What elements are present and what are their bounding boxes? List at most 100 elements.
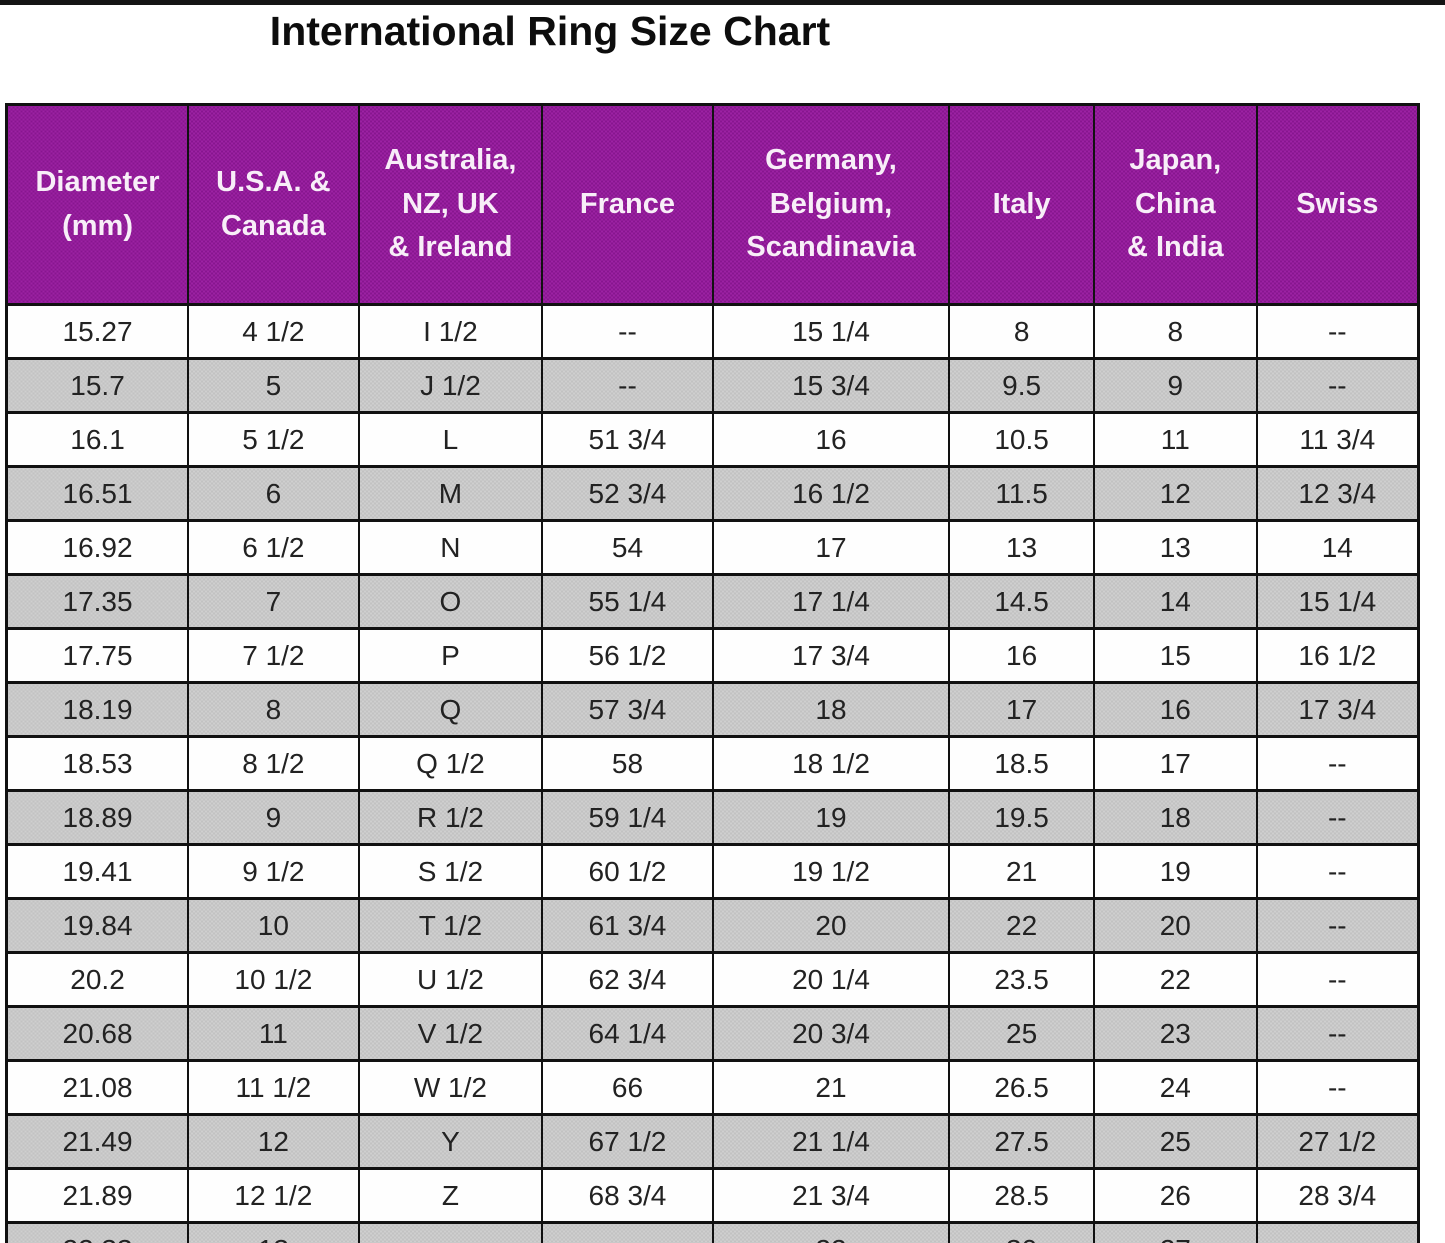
table-cell: 27 bbox=[1092, 1221, 1258, 1243]
table-cell: 6 bbox=[187, 465, 360, 522]
table-cell: R 1/2 bbox=[357, 789, 544, 846]
table-cell: 17.75 bbox=[5, 627, 190, 684]
table-row: 16.51 6 M 52 3/4 16 1/2 11.5 12 12 3/4 bbox=[5, 465, 1420, 522]
table-cell: 16 bbox=[711, 411, 951, 468]
column-header-japan-china-india: Japan, China & India bbox=[1092, 103, 1258, 306]
table-cell: -- bbox=[357, 1221, 544, 1243]
table-cell: 14 bbox=[1255, 519, 1420, 576]
table-cell: -- bbox=[1255, 789, 1420, 846]
table-cell: I 1/2 bbox=[357, 303, 544, 360]
table-header-row: Diameter (mm) U.S.A. & Canada Australia,… bbox=[5, 103, 1420, 306]
table-cell: 13 bbox=[1092, 519, 1258, 576]
table-cell: 28 3/4 bbox=[1255, 1167, 1420, 1224]
table-row: 18.89 9 R 1/2 59 1/4 19 19.5 18 -- bbox=[5, 789, 1420, 846]
table-cell: Z bbox=[357, 1167, 544, 1224]
table-cell: -- bbox=[541, 357, 714, 414]
table-cell: 12 3/4 bbox=[1255, 465, 1420, 522]
table-cell: 21.89 bbox=[5, 1167, 190, 1224]
table-cell: 5 1/2 bbox=[187, 411, 360, 468]
table-cell: 12 1/2 bbox=[187, 1167, 360, 1224]
table-cell: 18.89 bbox=[5, 789, 190, 846]
table-cell: 17 bbox=[711, 519, 951, 576]
table-cell: 30 bbox=[948, 1221, 1095, 1243]
table-cell: U 1/2 bbox=[357, 951, 544, 1008]
column-header-france: France bbox=[541, 103, 714, 306]
table-row: 15.27 4 1/2 I 1/2 -- 15 1/4 8 8 -- bbox=[5, 303, 1420, 360]
column-header-italy: Italy bbox=[948, 103, 1095, 306]
table-cell: 18.53 bbox=[5, 735, 190, 792]
table-cell: 9.5 bbox=[948, 357, 1095, 414]
table-row: 22.3313----223027-- bbox=[5, 1221, 1420, 1243]
table-cell: 8 1/2 bbox=[187, 735, 360, 792]
table-cell: 16 1/2 bbox=[1255, 627, 1420, 684]
table-cell: Q 1/2 bbox=[357, 735, 544, 792]
table-cell: 24 bbox=[1092, 1059, 1258, 1116]
table-cell: 19 1/2 bbox=[711, 843, 951, 900]
table-cell: P bbox=[357, 627, 544, 684]
table-cell: 9 1/2 bbox=[187, 843, 360, 900]
table-cell: Q bbox=[357, 681, 544, 738]
table-cell: L bbox=[357, 411, 544, 468]
table-cell: -- bbox=[1255, 1221, 1420, 1243]
table-cell: 16.1 bbox=[5, 411, 190, 468]
table-cell: 21.49 bbox=[5, 1113, 190, 1170]
table-cell: 8 bbox=[1092, 303, 1258, 360]
table-row: 19.84 10 T 1/2 61 3/4 20 22 20 -- bbox=[5, 897, 1420, 954]
table-cell: -- bbox=[1255, 357, 1420, 414]
table-cell: 11 bbox=[187, 1005, 360, 1062]
table-cell: 9 bbox=[1092, 357, 1258, 414]
table-header: Diameter (mm) U.S.A. & Canada Australia,… bbox=[5, 103, 1420, 306]
table-cell: 26 bbox=[1092, 1167, 1258, 1224]
table-cell: 10 bbox=[187, 897, 360, 954]
table-row: 16.92 6 1/2 N 54 17 13 13 14 bbox=[5, 519, 1420, 576]
table-cell: 22 bbox=[1092, 951, 1258, 1008]
table-cell: 14 bbox=[1092, 573, 1258, 630]
table-cell: 11.5 bbox=[948, 465, 1095, 522]
table-cell: 64 1/4 bbox=[541, 1005, 714, 1062]
table-cell: 26.5 bbox=[948, 1059, 1095, 1116]
table-body: 15.27 4 1/2 I 1/2 -- 15 1/4 8 8 -- 15.7 5 J 1/2 -- 1… bbox=[5, 303, 1420, 1243]
table-cell: 6 1/2 bbox=[187, 519, 360, 576]
table-cell: V 1/2 bbox=[357, 1005, 544, 1062]
table-row: 20.68 11 V 1/2 64 1/4 20 3/4 25 23 -- bbox=[5, 1005, 1420, 1062]
column-header-australia-nz-uk-ireland: Australia, NZ, UK & Ireland bbox=[357, 103, 544, 306]
table-cell: 20.68 bbox=[5, 1005, 190, 1062]
table-cell: 25 bbox=[1092, 1113, 1258, 1170]
table-cell: 20 bbox=[1092, 897, 1258, 954]
table-cell: 17 1/4 bbox=[711, 573, 951, 630]
table-cell: 8 bbox=[187, 681, 360, 738]
table-cell: M bbox=[357, 465, 544, 522]
table-cell: 21.08 bbox=[5, 1059, 190, 1116]
table-cell: 22 bbox=[711, 1221, 951, 1243]
table-cell: 20 1/4 bbox=[711, 951, 951, 1008]
table-cell: 10.5 bbox=[948, 411, 1095, 468]
table-row: 18.53 8 1/2 Q 1/2 58 18 1/2 18.5 17 -- bbox=[5, 735, 1420, 792]
table-cell: 19 bbox=[711, 789, 951, 846]
table-row: 19.41 9 1/2 S 1/2 60 1/2 19 1/2 21 19 -- bbox=[5, 843, 1420, 900]
table-cell: 21 3/4 bbox=[711, 1167, 951, 1224]
table-cell: 7 bbox=[187, 573, 360, 630]
table-row: 17.35 7 O 55 1/4 17 1/4 14.5 14 15 1/4 bbox=[5, 573, 1420, 630]
table-row: 21.49 12 Y 67 1/2 21 1/4 27.5 25 27 1/2 bbox=[5, 1113, 1420, 1170]
table-cell: 18 bbox=[711, 681, 951, 738]
table-cell: 13 bbox=[948, 519, 1095, 576]
table-cell: -- bbox=[1255, 1059, 1420, 1116]
table-cell: 17 3/4 bbox=[1255, 681, 1420, 738]
table-cell: 12 bbox=[1092, 465, 1258, 522]
table-cell: 11 3/4 bbox=[1255, 411, 1420, 468]
table-cell: 28.5 bbox=[948, 1167, 1095, 1224]
table-cell: 16 bbox=[948, 627, 1095, 684]
table-cell: 18 bbox=[1092, 789, 1258, 846]
table-cell: 66 bbox=[541, 1059, 714, 1116]
table-cell: N bbox=[357, 519, 544, 576]
table-cell: 15.7 bbox=[5, 357, 190, 414]
table-cell: 67 1/2 bbox=[541, 1113, 714, 1170]
table-cell: 20.2 bbox=[5, 951, 190, 1008]
table-cell: -- bbox=[1255, 843, 1420, 900]
table-cell: 18.5 bbox=[948, 735, 1095, 792]
table-row: 18.19 8 Q 57 3/4 18 17 16 17 3/4 bbox=[5, 681, 1420, 738]
top-divider-line bbox=[0, 0, 1445, 5]
table-cell: -- bbox=[1255, 735, 1420, 792]
table-cell: 10 1/2 bbox=[187, 951, 360, 1008]
